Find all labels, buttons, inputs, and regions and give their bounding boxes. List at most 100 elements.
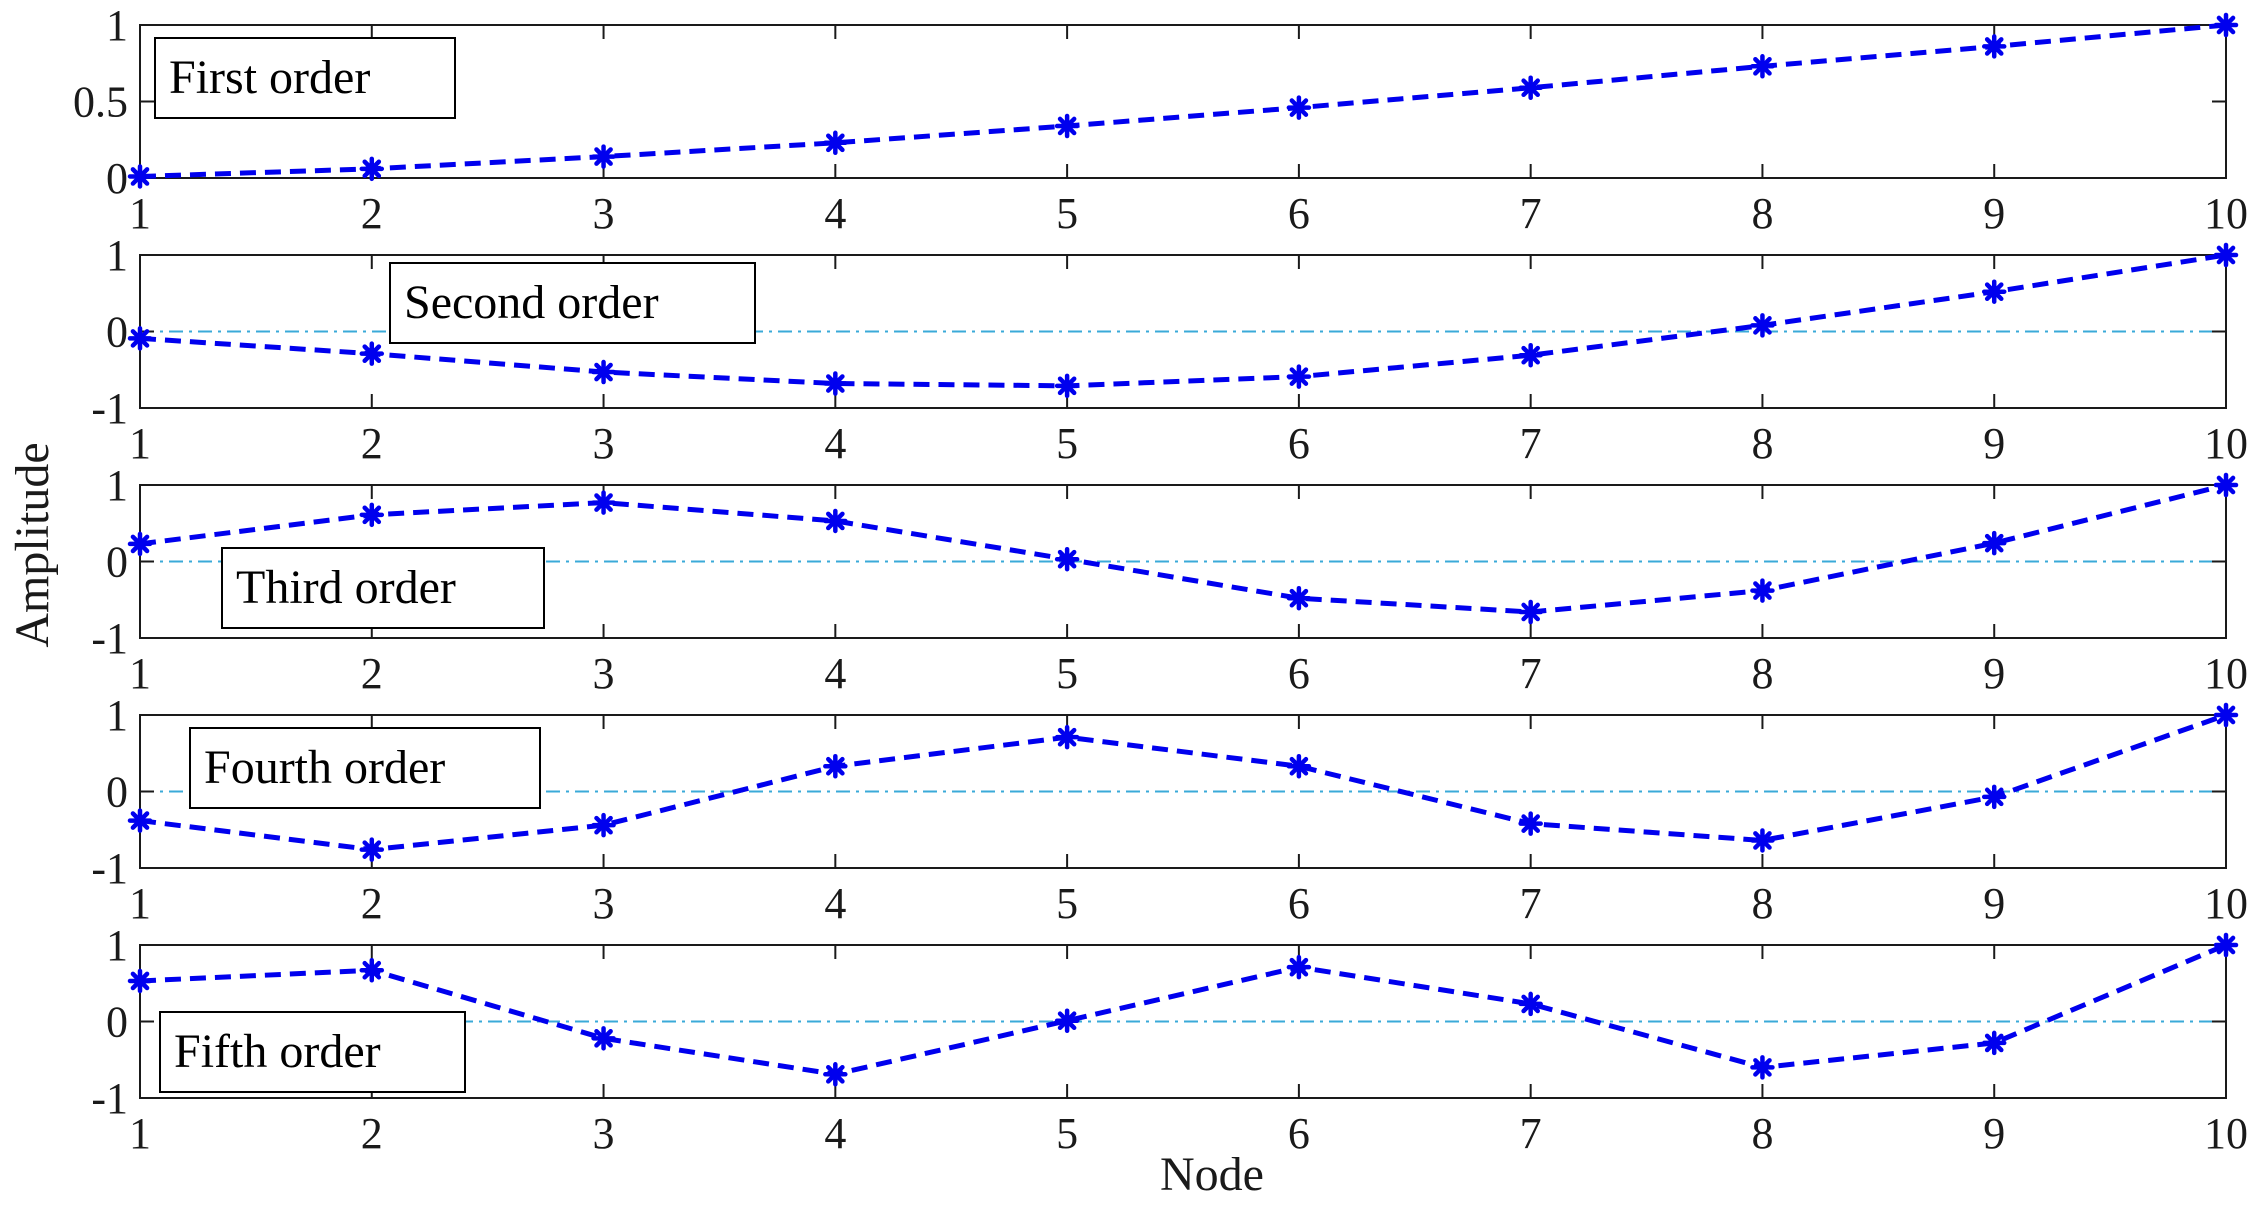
data-point-marker	[1981, 530, 2007, 556]
x-tick-label: 1	[129, 879, 151, 928]
x-tick-label: 8	[1751, 649, 1773, 698]
x-tick-label: 1	[129, 419, 151, 468]
data-point-marker	[591, 144, 616, 169]
x-tick-label: 4	[824, 189, 846, 238]
data-point-marker	[1286, 585, 1312, 611]
x-tick-label: 5	[1056, 879, 1078, 928]
data-point-marker	[1981, 34, 2007, 59]
legend-entry: Second order	[404, 276, 659, 329]
x-tick-label: 2	[361, 879, 383, 928]
data-point-marker	[359, 156, 385, 182]
y-tick-label: 1	[106, 461, 128, 510]
x-tick-label: 1	[129, 189, 151, 238]
x-tick-label: 7	[1520, 649, 1542, 698]
data-point-marker	[359, 957, 385, 983]
x-tick-label: 9	[1983, 1109, 2005, 1158]
data-point-marker	[1981, 279, 2007, 304]
data-point-marker	[1750, 578, 1775, 603]
subplot-3: 1 2 3 4 5 6 7 8 9 10 -1 0 1 Third order	[91, 461, 2248, 698]
data-point-marker	[1750, 1055, 1775, 1080]
y-tick-label: -1	[91, 384, 128, 433]
data-point-marker	[591, 1026, 616, 1051]
series-line	[139, 712, 2227, 853]
data-point-marker	[2213, 242, 2239, 268]
y-tick-label: 1	[106, 691, 128, 740]
data-point-marker	[127, 326, 153, 351]
data-point-marker	[1981, 784, 2007, 810]
data-point-marker	[1054, 724, 1080, 750]
y-tick-label: 0	[106, 308, 128, 357]
x-tick-label: 8	[1751, 189, 1773, 238]
x-tick-label: 3	[593, 879, 615, 928]
legend-box	[189, 727, 541, 809]
data-point-marker	[823, 754, 848, 779]
x-tick-label: 4	[824, 1109, 846, 1158]
data-point-marker	[1054, 113, 1080, 139]
x-tick-label: 10	[2204, 419, 2248, 468]
data-point-marker	[359, 341, 385, 366]
y-tick-label: 1	[106, 1, 128, 50]
data-point-marker	[1518, 811, 1543, 836]
x-tick-label: 9	[1983, 419, 2005, 468]
x-tick-label: 1	[129, 649, 151, 698]
x-tick-label: 2	[361, 649, 383, 698]
x-tick-label: 4	[824, 649, 846, 698]
data-point-marker	[2213, 12, 2239, 38]
data-point-marker	[591, 812, 616, 838]
x-tick-label: 6	[1288, 879, 1310, 928]
x-axis-label: Node	[1160, 1148, 1264, 1201]
data-point-marker	[127, 968, 153, 994]
legend-entry: Fourth order	[204, 741, 445, 794]
x-tick-label: 3	[593, 1109, 615, 1158]
x-tick-label: 5	[1056, 189, 1078, 238]
legend: Third order	[221, 547, 545, 629]
y-tick-label: -1	[91, 844, 128, 893]
x-tick-label: 8	[1751, 1109, 1773, 1158]
data-point-marker	[591, 359, 616, 385]
y-tick-label: 0	[106, 154, 128, 203]
y-tick-label: -1	[91, 1074, 128, 1123]
x-tick-label: 9	[1983, 189, 2005, 238]
y-tick-label: 0	[106, 998, 128, 1047]
subplot-5: 1 2 3 4 5 6 7 8 9 10 -1 0 1 Fifth order	[91, 921, 2248, 1158]
legend-box	[221, 547, 545, 629]
data-point-marker	[359, 502, 385, 528]
x-tick-label: 6	[1288, 419, 1310, 468]
legend-box	[159, 1011, 466, 1093]
x-tick-label: 5	[1056, 649, 1078, 698]
subplot-1: 1 2 3 4 5 6 7 8 9 10 0 0.5 1 First order	[73, 1, 2248, 238]
x-tick-label: 10	[2204, 1109, 2248, 1158]
x-tick-label: 2	[361, 1109, 383, 1158]
legend-entry: Third order	[236, 561, 456, 614]
y-tick-label: 1	[106, 231, 128, 280]
data-point-marker	[1054, 546, 1080, 572]
legend-box	[154, 37, 456, 119]
data-point-marker	[1518, 991, 1543, 1017]
data-point-marker	[823, 1062, 848, 1087]
x-tick-label: 9	[1983, 649, 2005, 698]
data-point-marker	[1518, 599, 1543, 625]
data-point-marker	[2213, 932, 2239, 958]
data-point-marker	[1286, 364, 1312, 389]
y-axis-label: Amplitude	[6, 442, 59, 647]
x-tick-label: 8	[1751, 419, 1773, 468]
data-point-marker	[127, 808, 153, 833]
y-tick-label: -1	[91, 614, 128, 663]
y-tick-label: 0	[106, 768, 128, 817]
x-tick-label: 2	[361, 189, 383, 238]
x-tick-label: 2	[361, 419, 383, 468]
legend: Fifth order	[159, 1011, 466, 1093]
data-point-marker	[823, 508, 848, 534]
y-tick-label: 0	[106, 538, 128, 587]
x-tick-label: 7	[1520, 419, 1542, 468]
x-tick-label: 7	[1520, 879, 1542, 928]
x-tick-label: 6	[1288, 1109, 1310, 1158]
data-point-marker	[1750, 313, 1775, 338]
x-tick-label: 5	[1056, 419, 1078, 468]
x-tick-label: 8	[1751, 879, 1773, 928]
x-tick-label: 1	[129, 1109, 151, 1158]
data-point-marker	[2213, 702, 2239, 728]
data-point-marker	[1518, 342, 1543, 368]
data-point-marker	[823, 371, 848, 396]
